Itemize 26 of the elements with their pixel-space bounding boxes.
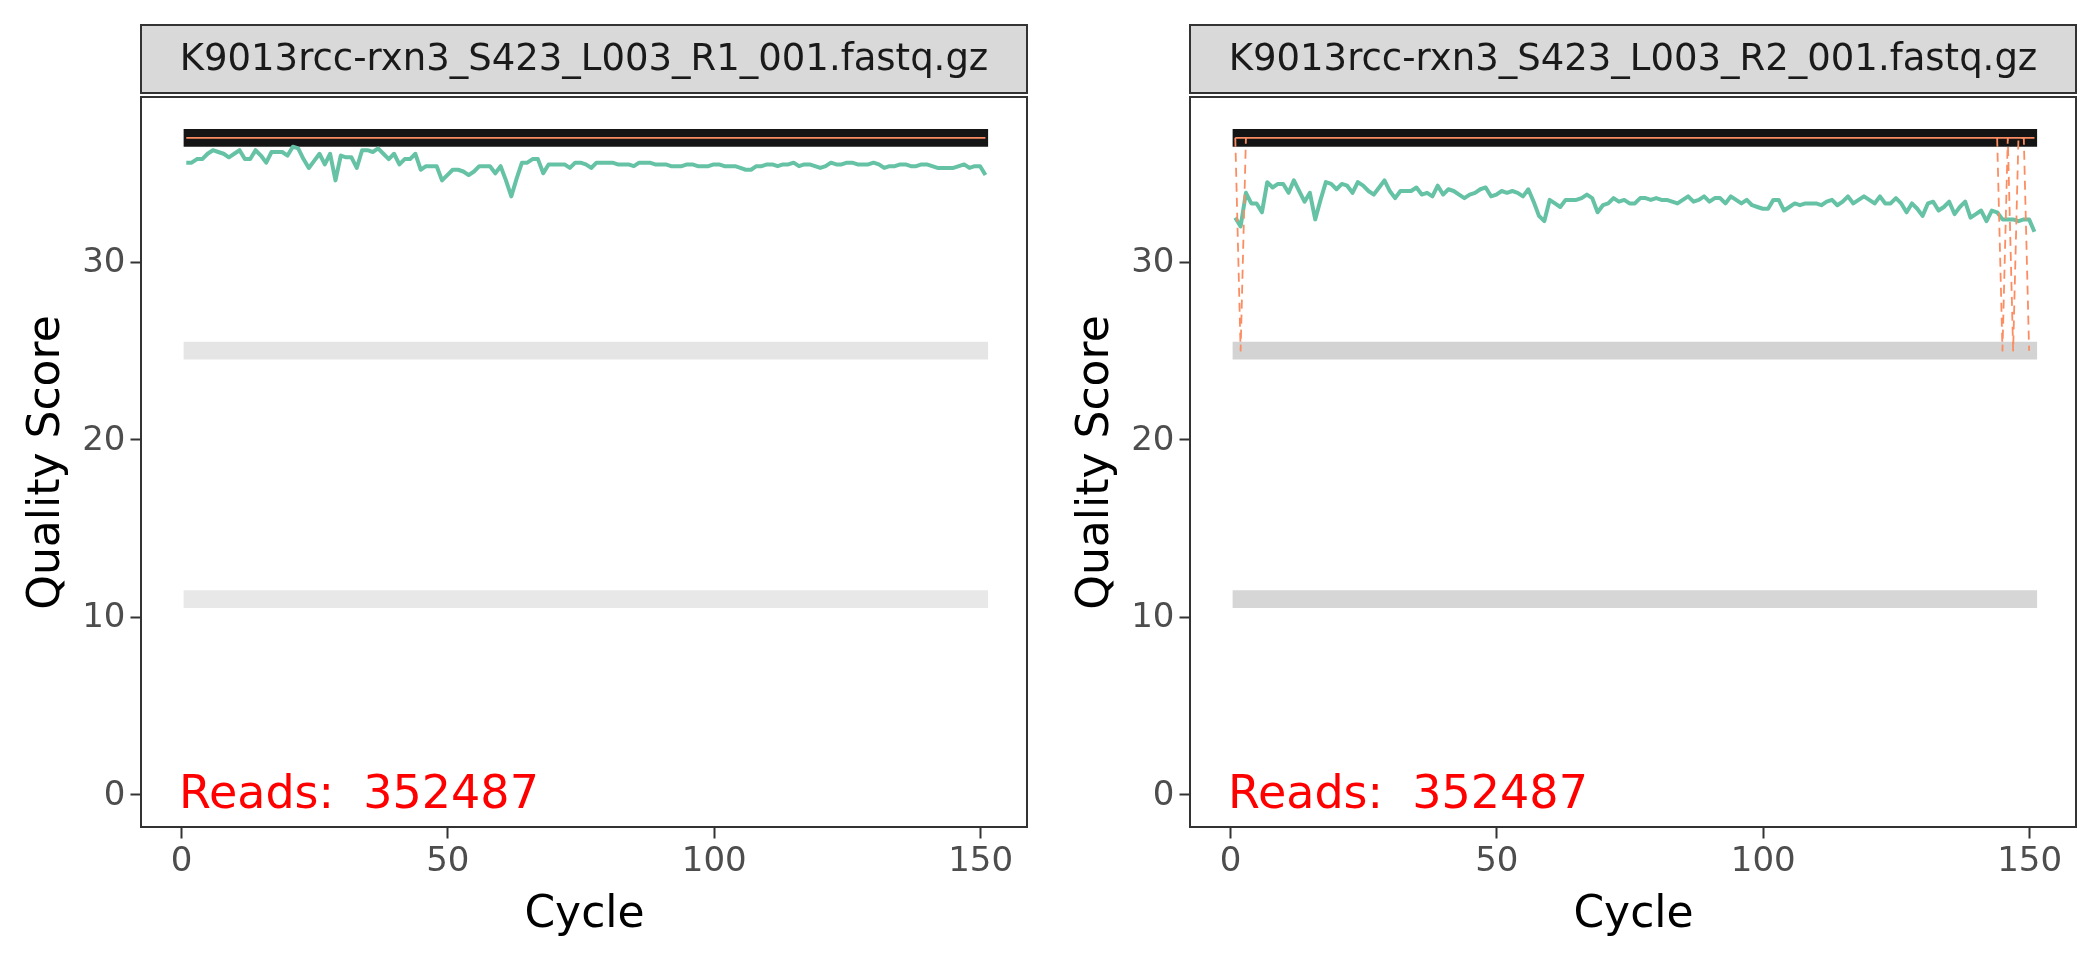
x-tick-label: 50	[1475, 838, 1519, 879]
y-axis-title: Quality Score	[1067, 315, 1119, 610]
y-axis-title: Quality Score	[18, 315, 70, 610]
x-tick-label: 0	[1219, 838, 1242, 879]
line-series	[1233, 178, 2037, 234]
y-tick-label: 30	[82, 240, 126, 281]
x-tick-label: 0	[170, 838, 193, 879]
line-series	[184, 144, 988, 199]
x-tick-label: 100	[681, 838, 747, 879]
y-tick-label: 0	[103, 772, 126, 813]
annotation: Reads: 352487	[1228, 765, 1588, 819]
x-tick-label: 100	[1730, 838, 1796, 879]
chart-title: K9013rcc-rxn3_S423_L003_R1_001.fastq.gz	[179, 36, 989, 79]
x-axis-title: Cycle	[1573, 885, 1694, 937]
y-tick-label: 10	[1131, 595, 1175, 636]
x-tick-label: 50	[426, 838, 470, 879]
y-tick-label: 0	[1152, 772, 1175, 813]
x-tick-label: 150	[948, 838, 1014, 879]
chart-title: K9013rcc-rxn3_S423_L003_R2_001.fastq.gz	[1228, 36, 2038, 79]
y-tick-label: 20	[82, 417, 126, 458]
x-tick-label: 150	[1997, 838, 2063, 879]
y-tick-label: 20	[1131, 417, 1175, 458]
annotation: Reads: 352487	[179, 765, 539, 819]
x-axis-title: Cycle	[524, 885, 645, 937]
y-tick-label: 10	[82, 595, 126, 636]
y-tick-label: 30	[1131, 240, 1175, 281]
